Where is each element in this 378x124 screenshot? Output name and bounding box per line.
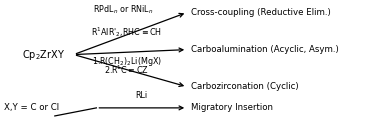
Text: Migratory Insertion: Migratory Insertion bbox=[191, 103, 273, 112]
Text: Carbozirconation (Cyclic): Carbozirconation (Cyclic) bbox=[191, 82, 299, 91]
Text: X,Y = C or Cl: X,Y = C or Cl bbox=[4, 103, 59, 112]
Text: 1.R(CH$_2$)$_2$Li(MgX): 1.R(CH$_2$)$_2$Li(MgX) bbox=[91, 55, 162, 68]
Text: RPdL$_n$ or RNiL$_n$: RPdL$_n$ or RNiL$_n$ bbox=[93, 4, 153, 16]
Text: R$^1$AlR'$_2$,RHC$\equiv$CH: R$^1$AlR'$_2$,RHC$\equiv$CH bbox=[91, 25, 162, 39]
Text: 2.R$^1$C$\equiv$CZ: 2.R$^1$C$\equiv$CZ bbox=[104, 64, 149, 76]
Text: Cp$_2$ZrXY: Cp$_2$ZrXY bbox=[22, 48, 65, 62]
Text: Carboalumination (Acyclic, Asym.): Carboalumination (Acyclic, Asym.) bbox=[191, 45, 339, 54]
Text: Cross-coupling (Reductive Elim.): Cross-coupling (Reductive Elim.) bbox=[191, 8, 331, 17]
Text: RLi: RLi bbox=[136, 91, 148, 100]
